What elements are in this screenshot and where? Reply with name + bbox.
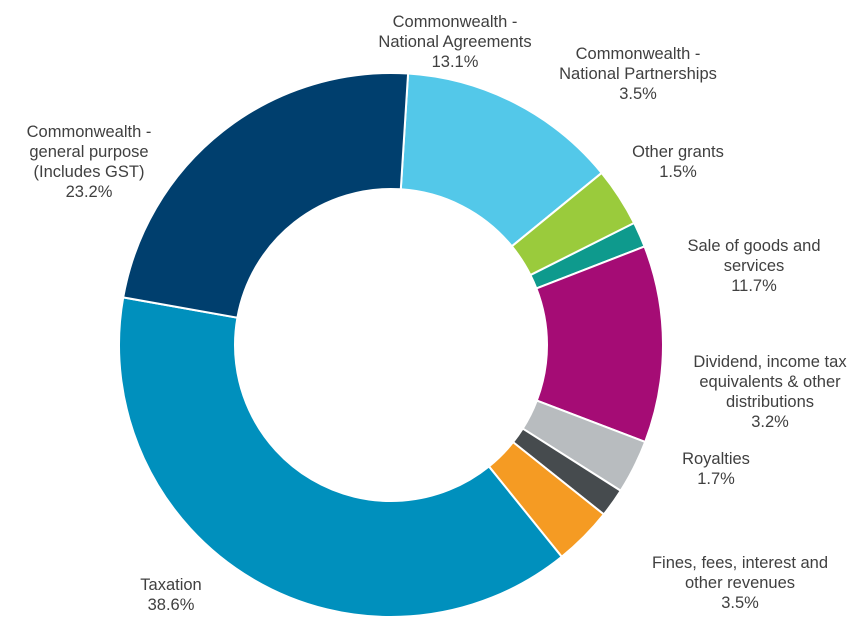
slice-label-text: Other grants [632,143,724,161]
slice-label-text: National Agreements [378,33,532,51]
slice-label-text: equivalents & other [699,373,841,391]
slice-label-text: Royalties [682,450,750,468]
slice-label-dividend-income-tax-equivalents-other-distributions: Dividend, income tax equivalents & other d… [693,352,846,432]
slice-label-text: Taxation [140,576,202,594]
slice-value-label: 3.5% [721,594,759,612]
slice-label-text: other revenues [684,574,796,592]
slice-label-text: Dividend, income tax [693,353,847,371]
slice-commonwealth-general-purpose-includes-gst [122,72,410,319]
slice-value-label: 1.7% [697,470,735,488]
slice-value-label: 13.1% [431,53,479,71]
slice-value-label: 3.5% [619,85,657,103]
slice-label-taxation: Taxation 38.6% [140,575,201,615]
slice-label-commonwealth-general-purpose-includes-gst: Commonwealth - general purpose (Includes G… [27,122,152,202]
slice-label-text: Commonwealth - [392,13,518,31]
slice-label-text: Fines, fees, interest and [651,554,829,572]
slice-label-commonwealth-national-partnerships: Commonwealth - National Partnerships 3.5% [559,44,717,104]
slice-value-label: 11.7% [731,277,777,295]
slice-label-royalties: Royalties 1.7% [682,449,750,489]
slice-taxation [118,296,564,617]
slice-label-text: National Partnerships [559,65,717,83]
slice-value-label: 38.6% [147,596,195,614]
slice-label-text: Sale of goods and [687,237,821,255]
slice-label-text: services [723,257,785,275]
slice-value-label: 1.5% [659,163,697,181]
slice-label-text: general purpose [29,143,149,161]
slice-value-label: 23.2% [65,183,113,201]
slice-label-text: Commonwealth - [575,45,701,63]
slice-label-fines-fees-interest-and-other-revenues: Fines, fees, interest and other revenues 3… [652,553,828,613]
slice-label-text: distributions [725,393,815,411]
slice-label-sale-of-goods-and-services: Sale of goods and services 11.7% [687,236,820,296]
slice-label-commonwealth-national-agreements: Commonwealth - National Agreements 13.1% [378,12,531,72]
slice-value-label: 3.2% [751,413,789,431]
slice-label-text: Commonwealth - [26,123,152,141]
slice-label-text: (Includes GST) [33,163,145,181]
slice-label-other-grants: Other grants 1.5% [632,142,724,182]
